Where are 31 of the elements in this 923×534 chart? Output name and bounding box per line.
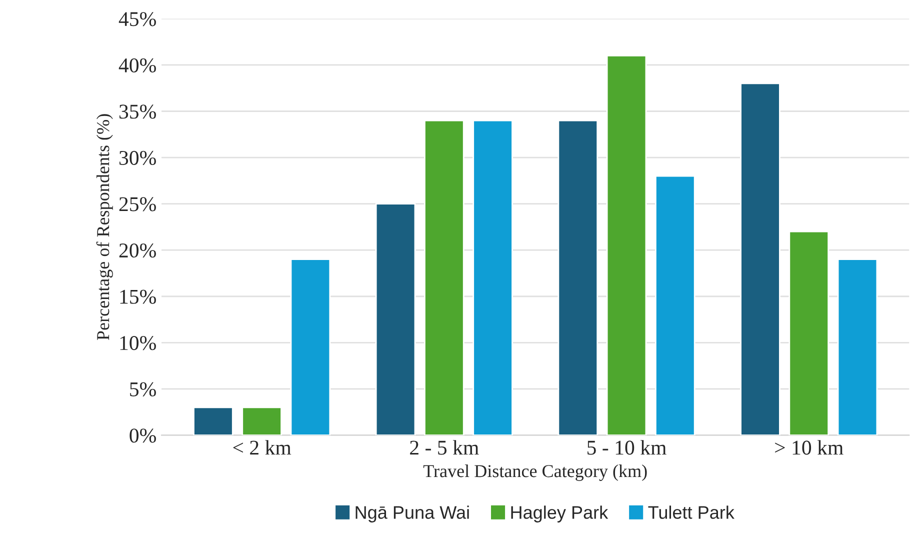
y-tick-label: 35% xyxy=(119,104,156,119)
x-tick-label: 2 - 5 km xyxy=(410,440,479,455)
y-tick-label: 15% xyxy=(120,290,156,304)
bar xyxy=(290,258,331,436)
legend-label: Tulett Park xyxy=(648,506,734,519)
bar xyxy=(472,120,513,436)
bar xyxy=(375,203,416,436)
legend-label: Hagley Park xyxy=(511,506,608,522)
bar xyxy=(193,406,234,436)
bar xyxy=(606,55,647,436)
bar xyxy=(740,82,780,436)
bar xyxy=(242,406,282,436)
y-tick-label: 30% xyxy=(119,150,156,166)
x-tick-label: < 2 km xyxy=(233,440,292,455)
legend-label: Ngā Puna Wai xyxy=(356,506,469,522)
bar xyxy=(558,120,598,436)
y-axis-title: Percentage of Respondents (%) xyxy=(96,114,113,340)
bar xyxy=(424,120,464,436)
x-tick-label: 5 - 10 km xyxy=(588,440,666,455)
y-tick-label: 45% xyxy=(118,12,156,26)
bar xyxy=(837,258,878,436)
y-tick-label: 0% xyxy=(130,428,156,443)
bar xyxy=(654,175,696,436)
y-tick-label: 25% xyxy=(119,197,156,212)
y-tick-label: 5% xyxy=(130,382,156,396)
x-tick-label: > 10 km xyxy=(775,440,844,455)
y-tick-label: 20% xyxy=(119,243,156,258)
y-tick-label: 40% xyxy=(118,58,156,72)
bar xyxy=(788,230,830,436)
y-tick-label: 10% xyxy=(120,336,156,350)
x-axis-title: Travel Distance Category (km) xyxy=(423,464,647,481)
